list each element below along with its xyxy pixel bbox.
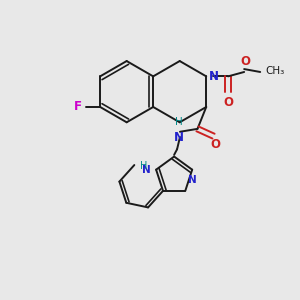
Text: N: N [208, 70, 219, 83]
Text: O: O [210, 139, 220, 152]
Text: N: N [188, 175, 197, 185]
Text: CH₃: CH₃ [266, 65, 285, 76]
Text: H: H [140, 161, 148, 171]
Text: O: O [223, 96, 233, 109]
Text: F: F [74, 100, 82, 113]
Text: N: N [174, 131, 184, 145]
Text: O: O [240, 56, 250, 68]
Text: N: N [142, 165, 151, 175]
Text: H: H [175, 117, 183, 127]
